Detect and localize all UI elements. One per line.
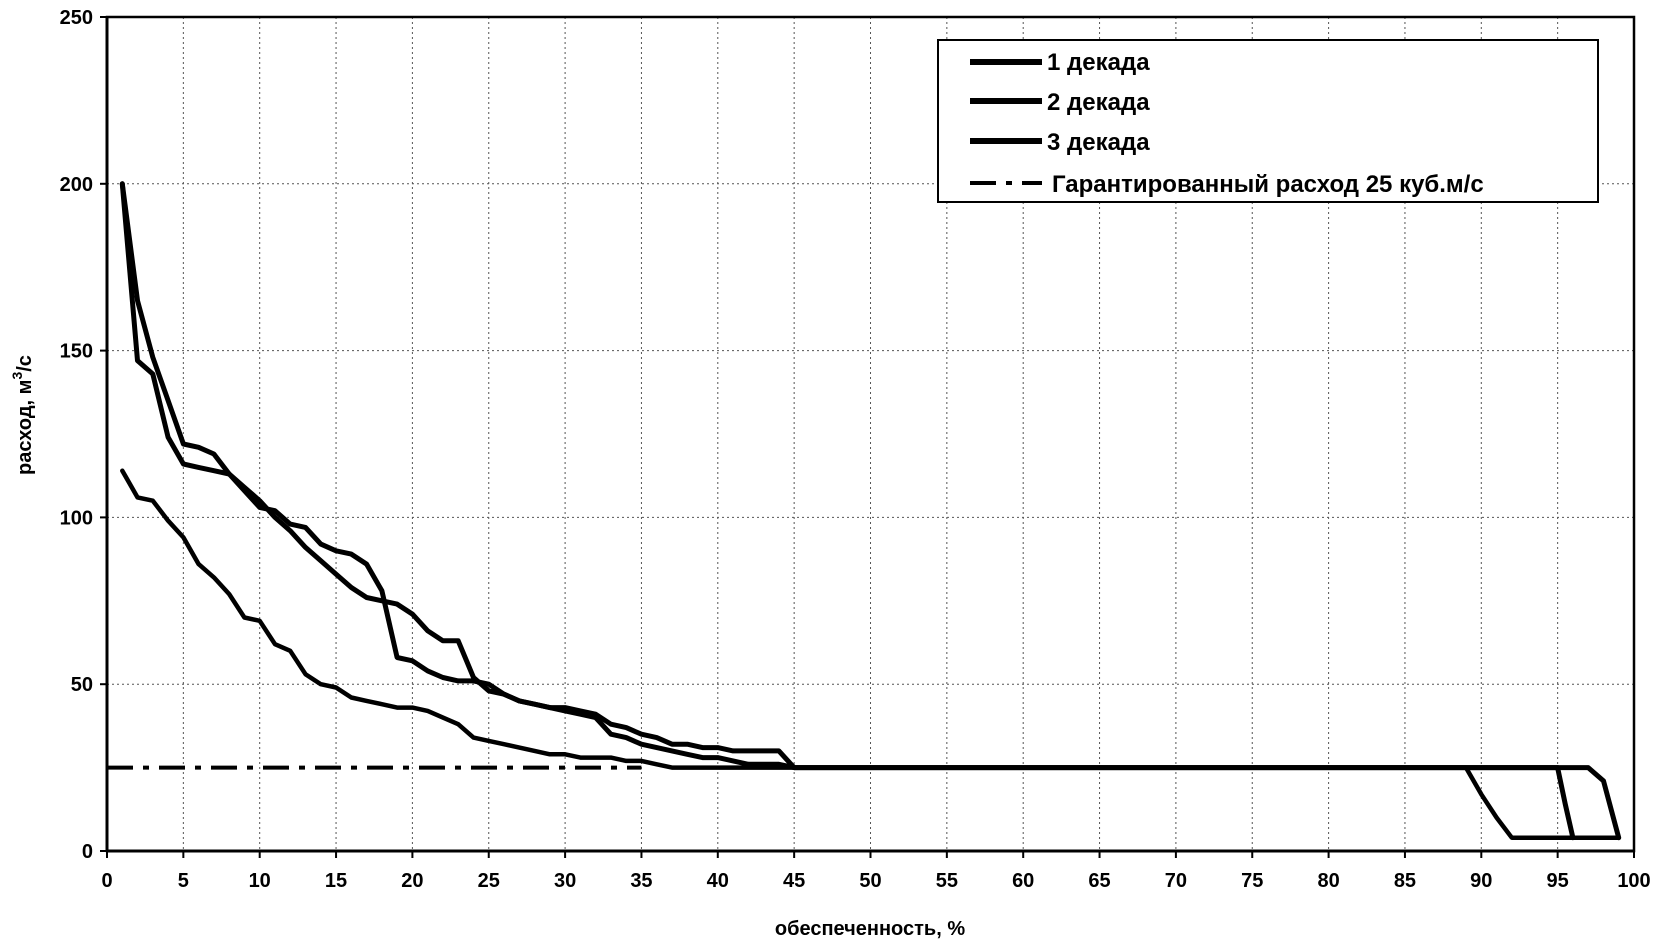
x-tick-label: 40 <box>707 870 729 892</box>
x-tick-label: 70 <box>1165 870 1187 892</box>
x-tick-label: 60 <box>1012 870 1034 892</box>
x-tick-label: 75 <box>1241 870 1263 892</box>
series-line-2 <box>119 181 1576 841</box>
y-tick-label: 200 <box>60 174 93 196</box>
x-axis-title: обеспеченность, % <box>775 918 965 940</box>
series-line-3 <box>120 468 1621 840</box>
y-tick-label: 0 <box>82 841 93 863</box>
grid-lines <box>107 17 1634 851</box>
legend: 1 декада 2 декада 3 декада Гарантированн… <box>937 39 1599 203</box>
y-axis-title-sup: 3 <box>9 372 25 380</box>
x-tick-label: 85 <box>1394 870 1416 892</box>
x-tick-label: 80 <box>1317 870 1339 892</box>
x-tick-label: 10 <box>249 870 271 892</box>
series-layer <box>119 181 1622 841</box>
y-tick-label: 150 <box>60 341 93 363</box>
x-tick-label: 50 <box>859 870 881 892</box>
legend-label-2: 2 декада <box>1047 89 1150 116</box>
x-tick-label: 25 <box>478 870 500 892</box>
x-tick-label: 0 <box>101 870 112 892</box>
x-tick-label: 90 <box>1470 870 1492 892</box>
legend-label-1: 1 декада <box>1047 49 1150 76</box>
x-tick-label: 45 <box>783 870 805 892</box>
y-axis-title: расход, м3/с <box>9 355 36 475</box>
series-line-1 <box>119 181 1622 841</box>
x-tick-label: 20 <box>401 870 423 892</box>
x-tick-labels: 0 5 10 15 20 25 30 35 40 45 50 55 60 65 70 75 80 85 90 95 10… <box>101 851 1651 892</box>
x-tick-label: 95 <box>1547 870 1569 892</box>
x-tick-label: 30 <box>554 870 576 892</box>
y-tick-labels: 0 50 100 150 200 250 <box>60 7 107 863</box>
legend-label-3: 3 декада <box>1047 129 1150 156</box>
y-tick-label: 250 <box>60 7 93 29</box>
legend-box <box>937 39 1599 203</box>
x-tick-label: 35 <box>630 870 652 892</box>
x-tick-label: 15 <box>325 870 347 892</box>
y-tick-label: 100 <box>60 507 93 529</box>
x-tick-label: 65 <box>1088 870 1110 892</box>
x-tick-label: 55 <box>936 870 958 892</box>
x-tick-label: 100 <box>1617 870 1650 892</box>
x-tick-label: 5 <box>178 870 189 892</box>
y-axis-title-tail: /с <box>14 355 36 372</box>
legend-label-4: Гарантированный расход 25 куб.м/с <box>1052 171 1484 198</box>
y-axis-title-main: расход, м <box>14 380 36 475</box>
y-tick-label: 50 <box>71 674 93 696</box>
